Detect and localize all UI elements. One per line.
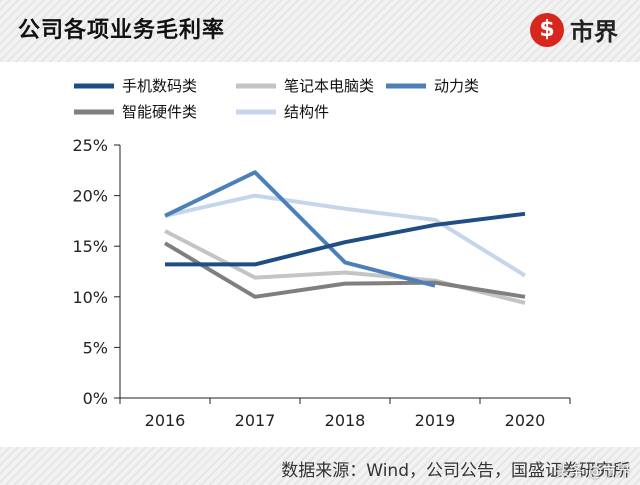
legend-label-1: 手机数码类: [122, 77, 197, 95]
legend-label-4: 智能硬件类: [122, 103, 197, 121]
y-tick-label: 25%: [72, 136, 108, 155]
logo-coin-icon: $: [530, 12, 564, 47]
y-tick-label: 15%: [72, 237, 108, 256]
y-tick-label: 10%: [72, 288, 108, 307]
legend-label-5: 结构件: [284, 103, 329, 121]
brand-logo: $ 市界: [530, 12, 618, 47]
x-tick-label: 2017: [235, 411, 276, 430]
legend-label-3: 动力类: [434, 77, 479, 95]
series-line-3: [164, 170, 436, 288]
data-source: 数据来源：Wind，公司公告，国盛证券研究所: [281, 461, 630, 481]
y-tick-label: 20%: [72, 187, 108, 206]
y-tick-label: 0%: [83, 389, 108, 408]
x-tick-label: 2019: [415, 411, 456, 430]
y-axis: 0% 5% 10% 15% 20% 25%: [72, 136, 121, 408]
x-tick-label: 2016: [145, 411, 186, 430]
footer-banner: 数据来源：Wind，公司公告，国盛证券研究所 头条 @市界: [0, 447, 640, 485]
chart-title: 公司各项业务毛利率: [18, 18, 226, 43]
header-banner: 公司各项业务毛利率 $ 市界: [0, 0, 640, 62]
watermark: 头条 @市界: [555, 464, 630, 480]
series-line-5: [164, 193, 527, 278]
y-tick-label: 5%: [83, 338, 108, 357]
x-tick-label: 2020: [505, 411, 546, 430]
x-axis: 2016 2017 2018 2019 2020: [119, 397, 571, 430]
x-tick-label: 2018: [325, 411, 366, 430]
series-line-1: [165, 211, 526, 267]
series-lines: [163, 170, 527, 305]
logo-text: 市界: [570, 18, 618, 46]
legend-label-2: 笔记本电脑类: [284, 77, 374, 95]
series-line-4: [163, 241, 526, 299]
